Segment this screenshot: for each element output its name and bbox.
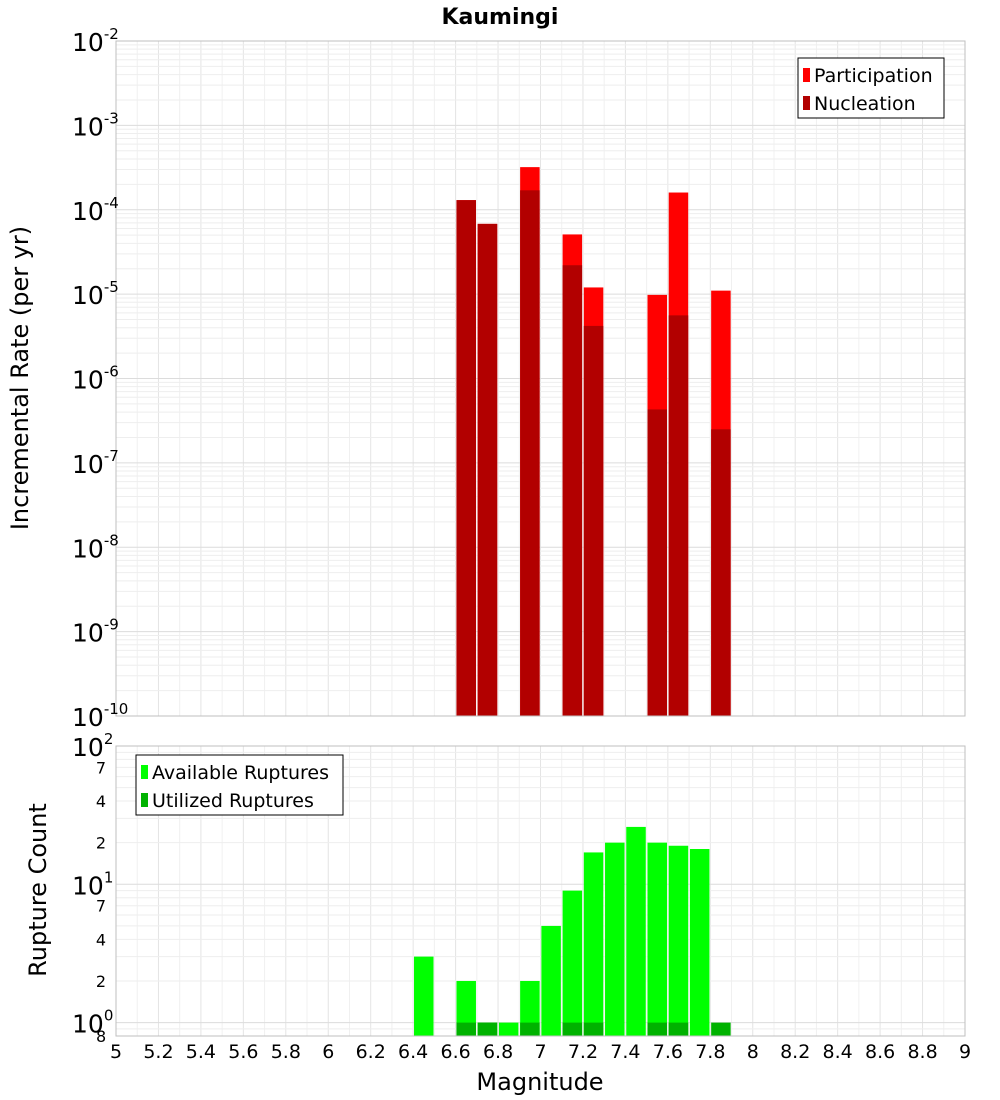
utilized-ruptures-bar [562,1022,583,1036]
x-tick-label: 6 [322,1041,334,1063]
available-ruptures-bar [562,890,583,1036]
bottom-legend-swatch [141,765,148,779]
available-ruptures-bar [689,848,710,1036]
top-y-tick-label: 10-7 [72,447,119,479]
utilized-ruptures-bar [711,1022,731,1036]
top-y-tick-label: 10-3 [72,109,119,141]
x-tick-label: 9 [959,1041,971,1063]
x-tick-label: 7.4 [610,1041,640,1063]
x-tick-label: 6.6 [440,1041,470,1063]
available-ruptures-bar [541,925,561,1036]
bottom-y-tick-label: 7 [96,758,106,777]
top-legend-swatch [803,96,810,110]
bottom-legend-label: Utilized Ruptures [152,790,314,812]
top-legend-label: Participation [814,65,933,87]
top-legend-swatch [803,68,810,82]
nucleation-bar [562,265,583,716]
top-y-tick-label: 10-2 [72,25,119,57]
bottom-y-tick-label: 7 [96,897,106,916]
bottom-y-axis-label: Rupture Count [24,803,52,977]
x-tick-label: 5.8 [271,1041,301,1063]
top-plot: 10-10 10-9 10-8 10-7 10-6 10-5 10-4 10-3 10-2 Par… [72,25,966,732]
utilized-ruptures-bar [520,1022,540,1036]
x-tick-label: 7.2 [568,1041,598,1063]
x-tick-label: 8.6 [865,1041,895,1063]
top-y-tick-label: 10-10 [72,700,128,732]
nucleation-bar [711,429,731,716]
bottom-y-bottom-label: 8 [96,1027,106,1046]
x-tick-label: 8.8 [907,1041,937,1063]
nucleation-bar [520,190,540,716]
x-tick-label: 6.4 [398,1041,428,1063]
top-y-tick-label: 10-6 [72,363,119,395]
available-ruptures-bar [456,980,476,1036]
available-ruptures-bar [583,852,604,1036]
x-tick-label: 8.2 [780,1041,810,1063]
top-legend-label: Nucleation [814,93,916,115]
available-ruptures-bar [626,826,646,1036]
x-tick-label: 8 [747,1041,759,1063]
top-y-tick-label: 10-8 [72,531,119,563]
bottom-y-tick-label: 2 [96,834,106,853]
available-ruptures-bar [647,842,667,1036]
bottom-legend-label: Available Ruptures [152,762,329,784]
bottom-legend-swatch [141,793,148,807]
bottom-y-tick-label: 4 [96,930,106,949]
top-plot-frame [115,40,966,717]
available-ruptures-bar [414,956,434,1036]
x-tick-label: 7.8 [695,1041,725,1063]
x-tick-label: 7.6 [653,1041,683,1063]
bottom-y-major-tick-label: 100 [72,1007,113,1039]
bottom-y-tick-label: 4 [96,792,106,811]
nucleation-bar [456,200,476,716]
top-y-tick-label: 10-9 [72,616,119,648]
bottom-legend-box [135,754,344,816]
x-tick-label: 6.2 [356,1041,386,1063]
bottom-y-major-tick-label: 102 [72,730,113,762]
utilized-ruptures-bar [477,1022,498,1036]
nucleation-bar [583,325,604,716]
x-axis-label: Magnitude [476,1068,603,1096]
bottom-y-major-tick-label: 101 [72,868,113,900]
top-legend-box [797,57,945,119]
x-tick-label: 7 [534,1041,546,1063]
x-tick-label: 6.8 [483,1041,513,1063]
bottom-y-tick-label: 2 [96,972,106,991]
utilized-ruptures-bar [456,1022,476,1036]
available-ruptures-bar [498,1022,519,1036]
available-ruptures-bar [605,842,625,1036]
utilized-ruptures-bar [668,1022,689,1036]
x-tick-label: 5.4 [186,1041,216,1063]
x-tick-label: 5 [110,1041,122,1063]
top-y-tick-label: 10-4 [72,194,119,226]
x-tick-label: 5.6 [228,1041,258,1063]
chart-title: Kaumingi [442,5,559,30]
bottom-plot-frame [115,745,966,1037]
nucleation-bar [477,223,498,716]
available-ruptures-bar [668,845,689,1036]
top-y-tick-label: 10-5 [72,278,119,310]
nucleation-bar [668,315,689,716]
top-y-axis-label: Incremental Rate (per yr) [6,226,34,530]
nucleation-bar [647,409,667,716]
available-ruptures-bar [520,980,540,1036]
utilized-ruptures-bar [583,1022,604,1036]
x-tick-label: 5.2 [143,1041,173,1063]
x-tick-label: 8.4 [823,1041,853,1063]
bottom-plot: 2 4 7 2 4 7 100 101 102 8 Available Ruptures Utiliz… [72,730,971,1063]
utilized-ruptures-bar [647,1022,667,1036]
